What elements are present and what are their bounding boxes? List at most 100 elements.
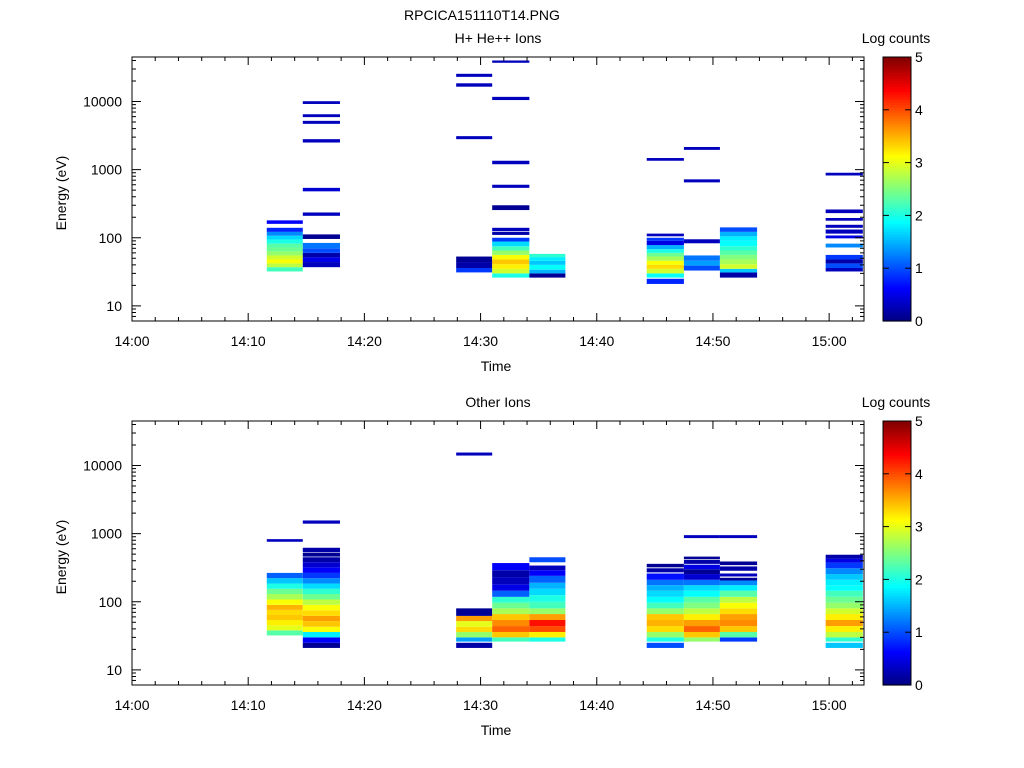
x-tick-label: 14:00	[114, 697, 149, 713]
colorbar-segment	[883, 560, 911, 565]
spectrogram-cell	[266, 609, 303, 615]
spectrogram-cell	[492, 608, 530, 615]
colorbar-segment	[883, 80, 911, 84]
spectrogram-cell	[646, 631, 684, 638]
spectrogram-cell	[266, 583, 303, 589]
spectrogram-cell	[529, 273, 566, 278]
spectrogram-cell	[266, 259, 303, 264]
spectrogram-cell	[302, 588, 340, 594]
colorbar-segment	[883, 247, 911, 251]
colorbar-segment	[883, 579, 911, 583]
colorbar-tick-label: 2	[915, 207, 923, 223]
colorbar-segment	[883, 273, 911, 277]
plot-frame	[131, 56, 865, 322]
colorbar-segment	[883, 558, 911, 562]
spectrogram-cell	[302, 101, 340, 104]
colorbar-segment	[883, 154, 911, 158]
spectrogram-cell	[825, 558, 863, 563]
x-axis-label: Time	[481, 358, 512, 374]
spectrogram-cell	[266, 572, 303, 579]
x-tick-label: 14:40	[579, 333, 614, 349]
spectrogram-cell	[646, 256, 684, 261]
colorbar-segment	[883, 545, 911, 549]
colorbar-segment	[883, 502, 911, 507]
spectrogram-cell	[302, 567, 340, 573]
colorbar-segment	[883, 67, 911, 71]
spectrogram-cell	[683, 569, 720, 575]
spectrogram-cell	[646, 608, 684, 615]
colorbar-segment	[883, 178, 911, 182]
spectrogram-cell	[492, 205, 530, 211]
colorbar-tick-label: 1	[915, 260, 923, 276]
spectrogram-cell	[719, 608, 758, 615]
spectrogram-cell	[302, 520, 340, 524]
colorbar: 0 1 2 3 4 5 Log counts	[862, 30, 931, 329]
x-tick-label: 15:00	[812, 333, 847, 349]
colorbar-segment	[883, 115, 911, 119]
colorbar-segment	[883, 587, 911, 591]
spectrogram-cell	[266, 630, 303, 636]
colorbar-tick-label: 3	[915, 519, 923, 535]
colorbar-segment	[883, 492, 911, 496]
spectrogram-cell	[683, 614, 720, 620]
colorbar-segment	[883, 101, 911, 106]
spectrogram-cell	[492, 250, 530, 255]
colorbar-segment	[883, 286, 911, 290]
spectrogram-cell	[456, 608, 493, 616]
spectrogram-cell	[646, 637, 684, 642]
spectrogram-cell	[646, 619, 684, 627]
spectrogram-cell	[302, 262, 340, 268]
colorbar-segment	[883, 663, 911, 668]
colorbar-segment	[883, 650, 911, 654]
colorbar-segment	[883, 487, 911, 491]
spectrogram-cell	[529, 631, 566, 638]
colorbar-segment	[883, 679, 911, 683]
spectrogram-cell	[266, 263, 303, 268]
spectrogram-cell	[719, 250, 758, 255]
spectrogram-cell	[646, 602, 684, 609]
colorbar-segment	[883, 265, 911, 269]
colorbar-segment	[883, 91, 911, 95]
spectrogram-cell	[492, 614, 530, 620]
colorbar: 0 1 2 3 4 5 Log counts	[862, 394, 931, 693]
colorbar-segment	[883, 510, 911, 514]
colorbar-segment	[883, 120, 911, 124]
colorbar-segment	[883, 149, 911, 153]
spectrogram-cell	[719, 561, 758, 566]
colorbar-segment	[883, 270, 911, 275]
x-tick-label: 14:10	[231, 333, 266, 349]
colorbar-segment	[883, 202, 911, 206]
spectrogram-cell	[646, 249, 684, 253]
colorbar-segment	[883, 537, 911, 541]
colorbar-segment	[883, 225, 911, 230]
spectrogram-cell	[492, 268, 530, 274]
colorbar-segment	[883, 450, 911, 454]
spectrogram-cell	[456, 621, 493, 627]
colorbar-segment	[883, 629, 911, 633]
spectrogram-cell	[492, 563, 530, 571]
spectrogram-cell	[492, 590, 530, 597]
spectrogram-cell	[529, 619, 566, 627]
spectrogram-cell	[825, 614, 863, 620]
spectrogram-cell	[492, 631, 530, 638]
colorbar-tick-label: 5	[915, 413, 923, 429]
colorbar-segment	[883, 210, 911, 214]
colorbar-segment	[883, 294, 911, 298]
colorbar-segment	[883, 128, 911, 132]
colorbar-frame	[882, 56, 912, 322]
colorbar-segment	[883, 96, 911, 100]
spectrogram-cell	[302, 552, 340, 557]
colorbar-segment	[883, 181, 911, 185]
spectrogram-cell	[492, 254, 530, 260]
spectrogram-cell	[683, 596, 720, 603]
colorbar-segment	[883, 494, 911, 499]
spectrogram-cell	[456, 452, 493, 456]
colorbar-segment	[883, 215, 911, 219]
colorbar-segment	[883, 297, 911, 301]
spectrogram-cell	[492, 241, 530, 247]
colorbar-segment	[883, 302, 911, 306]
spectrogram-cell	[492, 184, 530, 188]
x-tick-label: 15:00	[812, 697, 847, 713]
colorbar-segment	[883, 64, 911, 69]
colorbar-segment	[883, 104, 911, 108]
